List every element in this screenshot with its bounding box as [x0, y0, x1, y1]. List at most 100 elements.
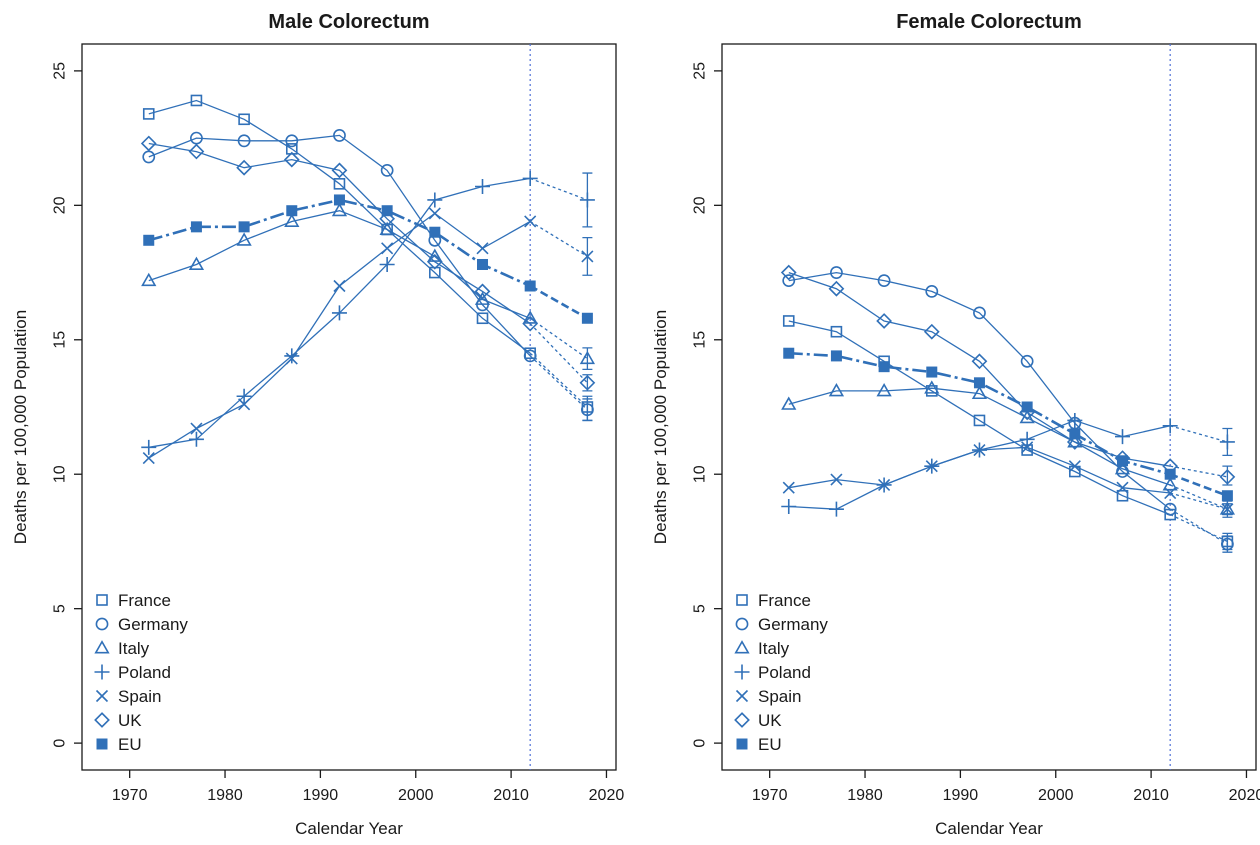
legend-label-germany: Germany [758, 615, 828, 634]
data-point [379, 256, 395, 272]
series-poland [781, 412, 1235, 517]
prediction-point [1221, 503, 1234, 516]
data-point [141, 439, 157, 455]
data-point [1117, 455, 1128, 467]
y-tick-label: 25 [691, 62, 708, 80]
data-point [190, 94, 203, 107]
data-point [971, 385, 988, 400]
prediction-line [1170, 465, 1228, 478]
series-eu [783, 347, 1233, 502]
series-line [788, 419, 1171, 510]
prediction-line [529, 323, 588, 384]
data-point [1067, 434, 1083, 448]
legend-label-italy: Italy [118, 639, 150, 658]
data-point [381, 242, 394, 255]
data-point [1162, 418, 1178, 434]
data-point [1067, 412, 1083, 428]
prediction-interval [1222, 465, 1233, 486]
y-tick-label: 25 [51, 62, 68, 80]
chart-title: Male Colorectum [268, 11, 429, 33]
prediction-line [1169, 508, 1228, 545]
data-point [140, 135, 157, 152]
series-line [148, 210, 531, 319]
y-axis-label: Deaths per 100,000 Population [11, 310, 30, 544]
series-line [148, 212, 531, 459]
prediction-point [579, 350, 596, 365]
data-point [876, 383, 892, 397]
legend: France Germany Italy Poland Spain UK EU [94, 591, 188, 754]
legend-label-france: France [118, 591, 171, 610]
data-point [142, 108, 155, 120]
prediction-point [1220, 537, 1234, 551]
series-spain [782, 441, 1234, 518]
legend-marker-france [96, 594, 108, 606]
legend-label-poland: Poland [758, 663, 811, 682]
data-point [925, 460, 938, 473]
data-point [828, 280, 845, 297]
prediction-point [581, 312, 593, 324]
data-point [333, 194, 345, 206]
data-point [331, 202, 348, 217]
data-point [143, 234, 155, 246]
data-point [973, 443, 986, 457]
data-point [237, 134, 251, 148]
data-point [878, 478, 891, 492]
data-point [238, 221, 250, 233]
prediction-line [1169, 473, 1228, 497]
data-point [877, 274, 891, 288]
series-line [148, 142, 531, 325]
legend-marker-spain [95, 689, 109, 703]
data-point [142, 452, 155, 465]
data-point [1162, 477, 1178, 491]
x-tick-label: 1980 [207, 787, 243, 804]
x-tick-label: 2010 [493, 787, 529, 804]
data-point [190, 221, 202, 233]
y-tick-label: 15 [691, 331, 708, 349]
legend-label-eu: EU [118, 735, 142, 754]
x-tick-label: 1970 [112, 787, 148, 804]
data-point [782, 274, 796, 288]
series-line [148, 134, 531, 357]
data-point [524, 215, 537, 228]
legend-label-germany: Germany [118, 615, 188, 634]
data-point [522, 315, 539, 332]
data-point [285, 134, 299, 148]
x-tick-label: 1990 [943, 787, 979, 804]
data-point [285, 352, 298, 365]
data-point [236, 232, 252, 246]
data-point [973, 414, 986, 427]
data-point [284, 213, 300, 227]
data-point [236, 159, 252, 176]
series-poland [141, 170, 595, 455]
series-line [788, 320, 1171, 516]
x-tick-label: 2000 [1038, 787, 1074, 804]
series-line [148, 198, 531, 288]
x-tick-label: 1990 [303, 787, 339, 804]
legend-marker-germany [735, 617, 749, 631]
legend-label-spain: Spain [118, 687, 161, 706]
data-point [1068, 460, 1081, 473]
data-point [1021, 441, 1034, 454]
series-line [788, 271, 1171, 510]
y-tick-label: 10 [51, 465, 68, 483]
legend-marker-poland [734, 664, 750, 680]
data-point [830, 350, 842, 362]
data-point [286, 205, 298, 217]
x-tick-label: 2010 [1133, 787, 1169, 804]
legend-label-eu: EU [758, 735, 782, 754]
data-point [477, 258, 488, 270]
data-point [828, 383, 845, 397]
data-point [333, 279, 346, 293]
series-uk [140, 135, 596, 392]
data-point [1020, 354, 1034, 368]
legend-marker-eu [96, 738, 108, 750]
data-point [783, 347, 795, 359]
data-point [236, 388, 252, 404]
data-point [1069, 428, 1081, 440]
data-point [238, 113, 250, 126]
x-tick-label: 1980 [847, 787, 883, 804]
y-tick-label: 15 [51, 331, 68, 349]
data-point [379, 210, 396, 227]
legend-label-poland: Poland [118, 663, 171, 682]
